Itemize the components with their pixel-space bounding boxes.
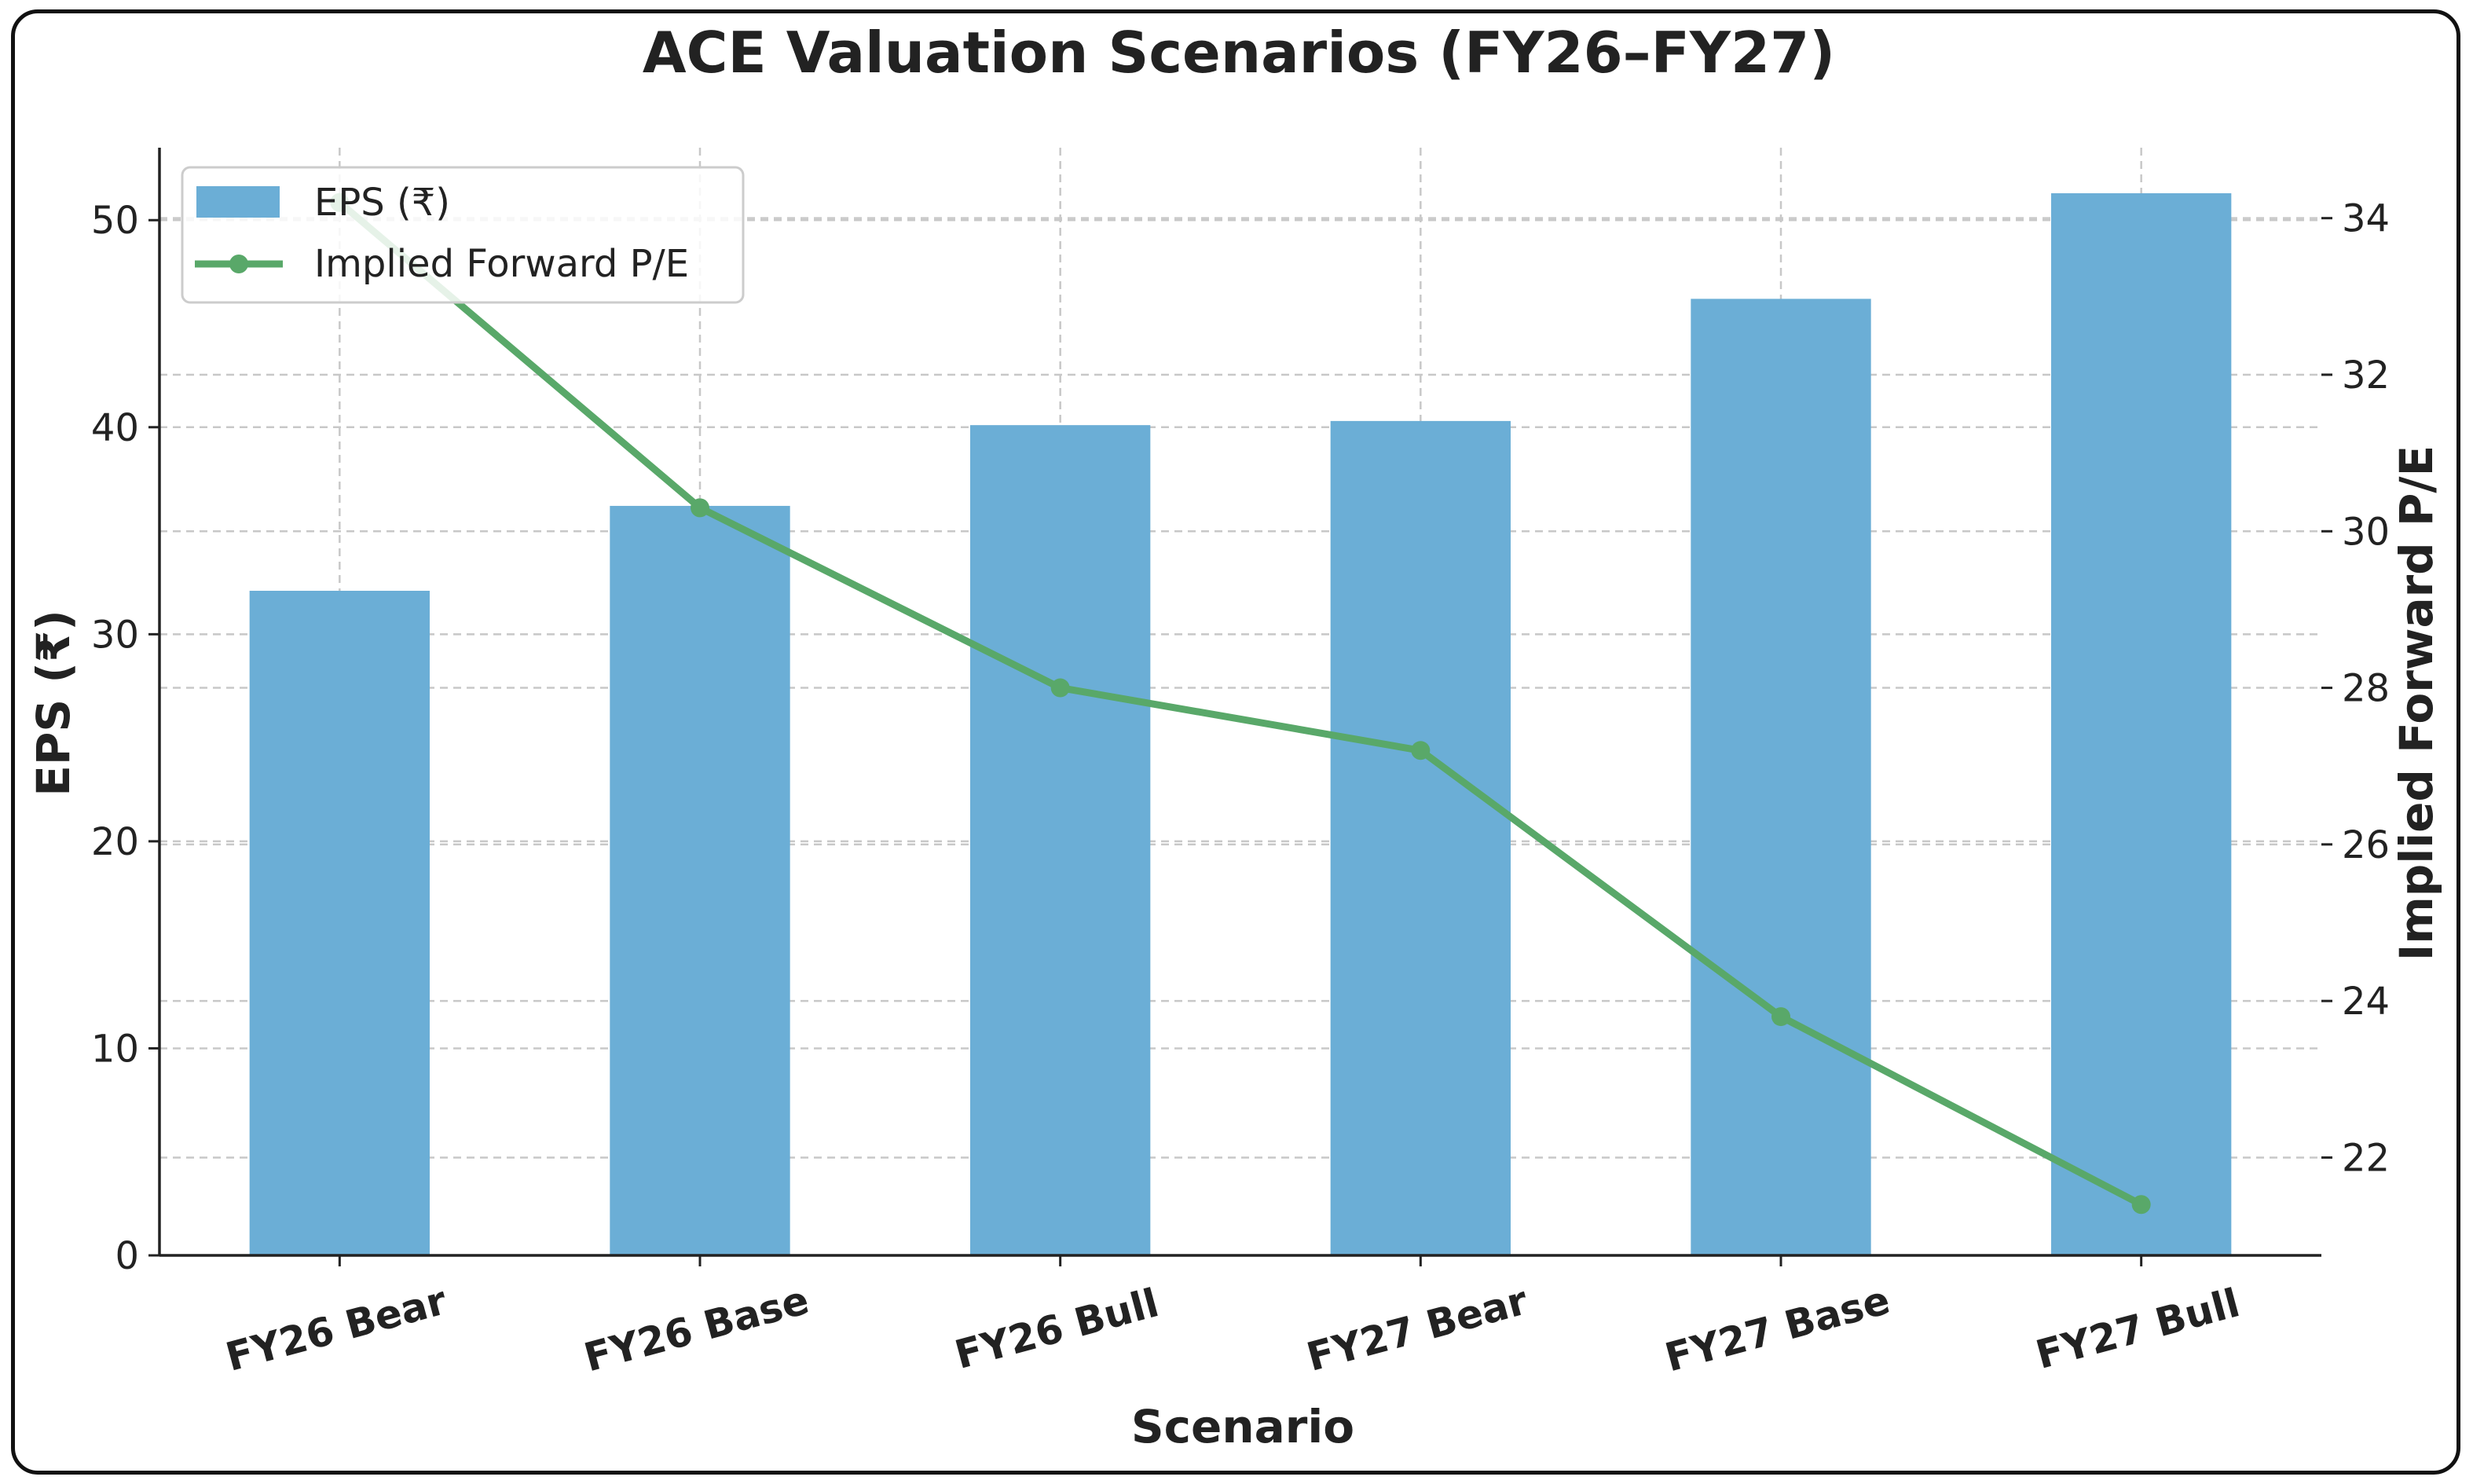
x-axis-label: Scenario (1131, 1400, 1354, 1453)
eps-bar (1691, 299, 1871, 1255)
x-tick-label: FY26 Bull (951, 1280, 1163, 1378)
y-tick-label: 40 (91, 406, 139, 450)
legend-bar-label: EPS (₹) (314, 181, 450, 225)
y-tick-label: 30 (91, 613, 139, 657)
legend-line-marker (229, 255, 248, 273)
legend-bar-swatch (196, 186, 280, 218)
x-tick-label: FY27 Bear (1302, 1277, 1532, 1380)
y2-tick-labels: 22 24 26 28 30 32 34 (2342, 197, 2390, 1181)
eps-bar (249, 591, 430, 1255)
x-tick-labels: FY26 Bear FY26 Base FY26 Bull FY27 Bear FY27… (221, 1277, 2244, 1381)
legend-line-label: Implied Forward P/E (314, 242, 689, 286)
pe-point (691, 498, 709, 518)
y2-tick-label: 34 (2342, 197, 2390, 241)
pe-point (1050, 678, 1070, 698)
y-tick-label: 10 (91, 1027, 139, 1071)
pe-point (1771, 1007, 1790, 1027)
y-tick-label: 50 (91, 199, 139, 243)
eps-bar (970, 425, 1151, 1255)
line-series (330, 192, 2151, 1215)
bar-series (249, 192, 2232, 1255)
y-tick-label: 20 (91, 820, 139, 864)
y-tick-label: 0 (115, 1234, 139, 1278)
y2-axis-label: Implied Forward P/E (2390, 445, 2443, 961)
eps-bar (2051, 192, 2232, 1255)
eps-bar (1330, 420, 1511, 1255)
y2-tick-label: 24 (2342, 980, 2390, 1024)
legend-box (181, 166, 745, 304)
y2-tick-label: 32 (2342, 354, 2390, 398)
y2-tick-label: 28 (2342, 667, 2390, 711)
y-axis-label: EPS (₹) (27, 610, 80, 796)
eps-bar (610, 505, 790, 1255)
pe-line (335, 199, 2145, 1208)
y2-tick-label: 30 (2342, 510, 2390, 554)
axes (148, 148, 2332, 1266)
x-tick-label: FY26 Base (580, 1277, 814, 1381)
y2-tick-label: 22 (2342, 1136, 2390, 1180)
legend: EPS (₹) Implied Forward P/E (181, 166, 745, 304)
y2-tick-label: 26 (2342, 823, 2390, 867)
pe-point (2131, 1195, 2151, 1215)
x-tick-label: FY27 Base (1661, 1277, 1895, 1381)
pe-point (1411, 741, 1431, 760)
chart-title: ACE Valuation Scenarios (FY26–FY27) (643, 20, 1835, 86)
x-tick-label: FY26 Bear (221, 1277, 451, 1380)
x-tick-label: FY27 Bull (2032, 1280, 2244, 1378)
grid-lines (159, 148, 2321, 1257)
y-tick-labels: 0 10 20 30 40 50 (91, 199, 139, 1278)
